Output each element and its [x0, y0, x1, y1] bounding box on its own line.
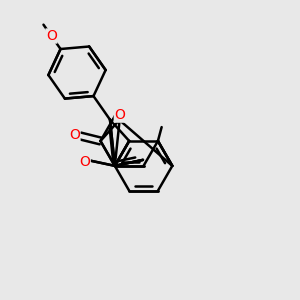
- Text: O: O: [114, 108, 125, 122]
- Text: O: O: [79, 155, 90, 169]
- Text: O: O: [69, 128, 80, 142]
- Text: O: O: [46, 29, 57, 43]
